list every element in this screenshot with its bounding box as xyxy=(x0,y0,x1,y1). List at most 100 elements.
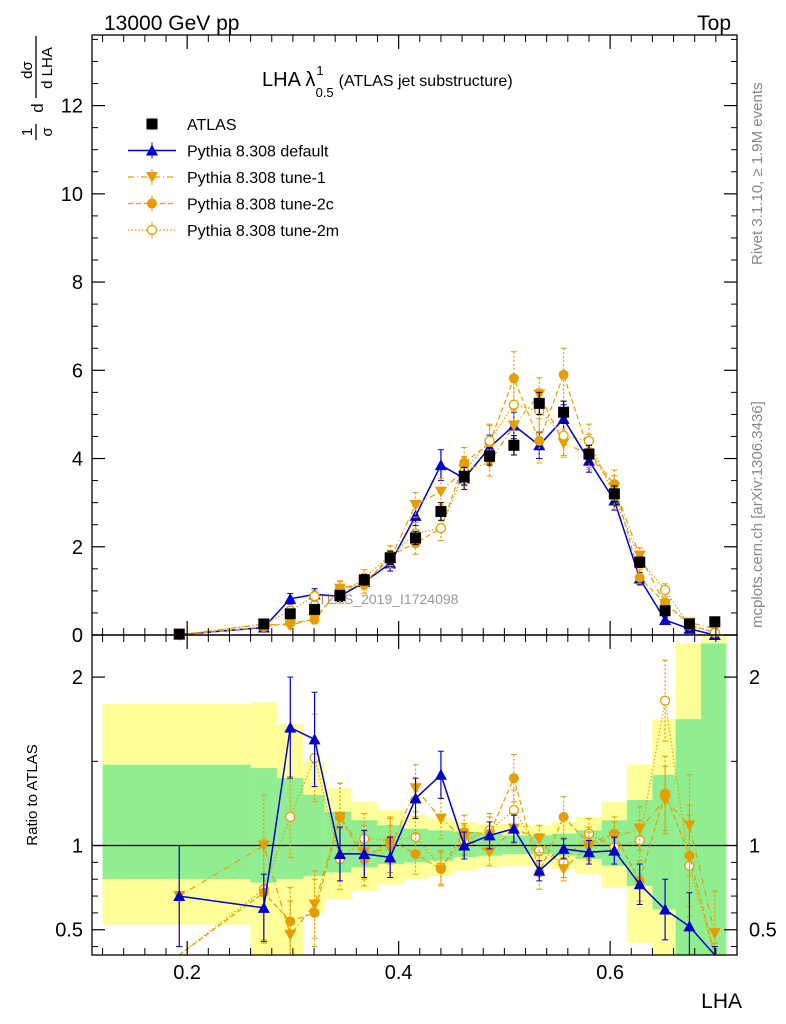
main-point xyxy=(534,435,545,446)
rivet-label: Rivet 3.1.10, ≥ 1.9M events xyxy=(749,83,766,266)
main-y-tick-label: 8 xyxy=(72,272,83,294)
main-y-tick-label: 0 xyxy=(72,625,83,647)
legend-marker xyxy=(147,198,157,209)
ratio-point xyxy=(557,842,570,854)
ratio-point xyxy=(333,811,346,823)
main-point xyxy=(634,572,645,583)
legend-label: Pythia 8.308 default xyxy=(187,144,329,161)
title: LHA λ1 0.5 (ATLAS jet substructure) xyxy=(262,63,513,100)
inner-band-segment xyxy=(303,795,325,876)
main-point xyxy=(659,614,672,625)
inner-band-segment xyxy=(675,719,702,955)
ratio-y-tick-label-left: 0.5 xyxy=(55,920,83,942)
ratio-point xyxy=(410,831,421,843)
ratio-y-tick-label-left: 2 xyxy=(72,667,83,689)
ratio-y-tick-label-left: 1 xyxy=(72,836,83,858)
y-axis-label-main: 1 σ d dσ d LHA xyxy=(19,36,56,140)
legend-marker xyxy=(146,224,158,236)
inner-band-segment xyxy=(250,768,278,883)
ratio-point xyxy=(434,813,447,825)
main-point xyxy=(334,589,346,601)
ratio-point xyxy=(285,811,296,823)
ratio-frame xyxy=(91,634,738,956)
inner-band-segment xyxy=(102,764,251,880)
legend-marker xyxy=(146,172,158,183)
main-point xyxy=(558,406,570,418)
main-point xyxy=(434,459,447,471)
legend-marker xyxy=(146,144,158,156)
legend-item-atlas: ATLAS xyxy=(146,117,237,134)
ratio-point xyxy=(435,864,446,875)
ratio-point xyxy=(557,864,570,876)
main-y-tick-label: 2 xyxy=(72,537,83,559)
legend-item-pythia-8-308-default: Pythia 8.308 default xyxy=(128,142,329,161)
ratio-point xyxy=(409,792,422,804)
main-point xyxy=(309,591,320,602)
ratio-point xyxy=(257,840,270,852)
ratio-point xyxy=(410,848,421,859)
title-subscript: 0.5 xyxy=(316,85,334,100)
ratio-point xyxy=(308,733,321,745)
ratio-point xyxy=(659,795,672,807)
ratio-point xyxy=(633,823,646,835)
ratio-point xyxy=(434,768,447,780)
ratio-y-tick-label-right: 0.5 xyxy=(749,920,777,942)
ratio-point xyxy=(483,829,496,841)
ylabel-num: dσ xyxy=(19,60,36,78)
main-point xyxy=(558,369,569,380)
main-point xyxy=(507,420,520,432)
legend-item-pythia-8-308-tune-1: Pythia 8.308 tune-1 xyxy=(128,169,326,187)
main-point xyxy=(583,448,595,460)
legend: ATLAS Pythia 8.308 default Pythia 8.308 tu… xyxy=(128,117,339,240)
title-tail: (ATLAS jet substructure) xyxy=(339,73,513,90)
legend-label: ATLAS xyxy=(187,117,237,134)
main-watermark: ATLAS_2019_I1724098 xyxy=(310,591,459,607)
main-point xyxy=(709,627,720,638)
main-point xyxy=(634,556,646,568)
main-y-tick-label: 10 xyxy=(61,184,83,206)
main-point xyxy=(484,435,495,447)
ratio-point xyxy=(507,822,520,834)
main-point xyxy=(435,505,447,517)
title-main: LHA λ xyxy=(262,69,315,91)
ratio-point xyxy=(483,847,496,859)
ratio-point xyxy=(333,847,346,859)
ylabel-d: d xyxy=(28,103,47,112)
ratio-point xyxy=(533,864,546,876)
ylabel-den: d LHA xyxy=(39,47,56,89)
ylabel-frac-den: σ xyxy=(39,127,56,137)
main-point xyxy=(284,608,296,620)
x-axis-label: LHA xyxy=(701,990,742,1013)
main-point xyxy=(434,486,447,498)
main-series-atlas xyxy=(173,391,721,640)
ratio-point xyxy=(309,907,320,918)
ratio-line xyxy=(178,776,716,956)
legend-item-pythia-8-308-tune-2m: Pythia 8.308 tune-2m xyxy=(128,222,339,240)
main-y-tick-label: 6 xyxy=(72,360,83,382)
main-point xyxy=(508,439,520,451)
main-point xyxy=(309,614,320,625)
main-point xyxy=(608,488,620,500)
main-point xyxy=(683,618,695,630)
ratio-point xyxy=(683,820,696,832)
main-point xyxy=(309,603,321,615)
main-point xyxy=(384,552,396,564)
main-point xyxy=(508,399,520,410)
ratio-point xyxy=(384,851,397,863)
ratio-point xyxy=(257,901,270,913)
title-superscript: 1 xyxy=(316,63,323,78)
main-point xyxy=(173,628,185,640)
header-left: 13000 GeV pp xyxy=(104,12,239,35)
legend-label: Pythia 8.308 tune-1 xyxy=(187,170,326,187)
ratio-point xyxy=(582,846,595,858)
ratio-y-tick-label-right: 1 xyxy=(749,836,760,858)
main-point xyxy=(410,532,422,544)
main-point xyxy=(409,509,422,521)
main-y-tick-label: 12 xyxy=(61,96,83,118)
main-point xyxy=(558,430,569,441)
ylabel-frac-num: 1 xyxy=(19,128,36,136)
main-point xyxy=(709,616,721,628)
ratio-point xyxy=(284,929,297,941)
main-point xyxy=(583,435,595,447)
